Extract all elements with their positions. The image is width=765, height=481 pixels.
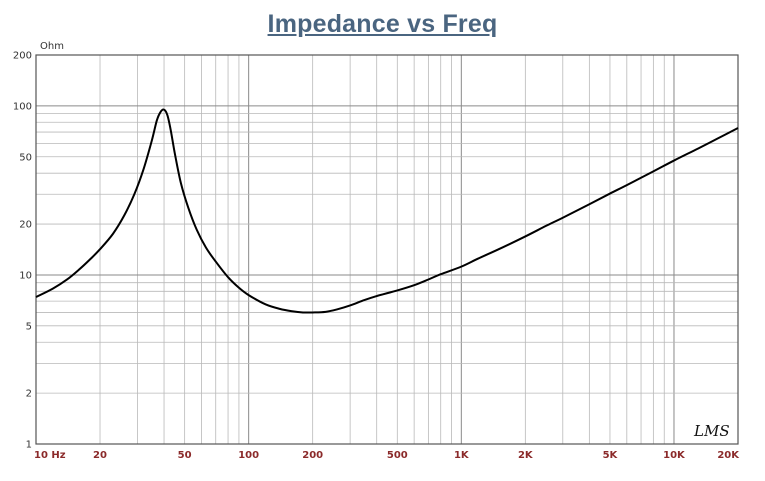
x-tick-label: 10K	[663, 450, 686, 461]
y-tick-label: 5	[26, 321, 32, 332]
chart-grid	[35, 54, 739, 445]
x-tick-label: 200	[302, 450, 323, 461]
y-unit-label: Ohm	[40, 41, 64, 52]
x-tick-label: 100	[238, 450, 259, 461]
y-tick-label: 20	[19, 220, 32, 231]
y-tick-label: 50	[19, 152, 32, 163]
tick-labels: 10 Hz 20 50 100 200 500 1K 2K 5K 10K 20K 1 2 5 10 20 50 1…	[13, 51, 740, 462]
x-tick-label: 10 Hz	[34, 450, 66, 461]
x-tick-label: 5K	[603, 450, 619, 461]
impedance-curve	[35, 108, 739, 314]
y-tick-label: 1	[26, 440, 32, 451]
y-tick-label: 200	[13, 51, 32, 62]
chart-title: Impedance vs Freq	[267, 10, 498, 38]
x-tick-label: 2K	[518, 450, 534, 461]
brand-signature: LMS	[693, 422, 730, 440]
x-tick-label: 20	[93, 450, 107, 461]
y-tick-label: 2	[26, 389, 32, 400]
plot-frame	[35, 54, 739, 445]
x-tick-label: 20K	[717, 450, 740, 461]
x-tick-label: 50	[178, 450, 192, 461]
x-tick-label: 500	[387, 450, 408, 461]
y-tick-label: 10	[19, 270, 32, 281]
x-tick-label: 1K	[454, 450, 470, 461]
y-tick-label: 100	[13, 101, 32, 112]
